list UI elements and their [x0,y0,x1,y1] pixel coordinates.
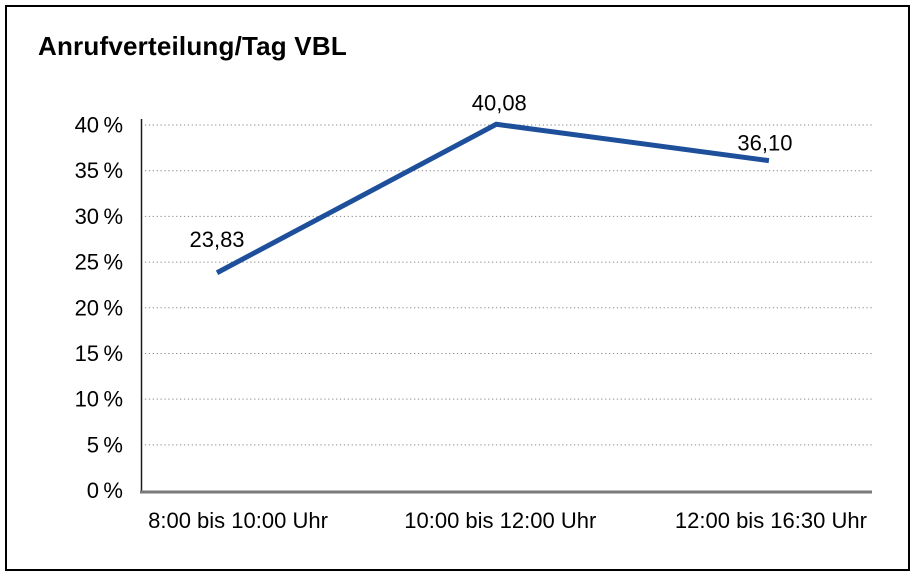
x-tick-label: 12:00 bis 16:30 Uhr [675,508,867,533]
y-tick-label: 25 % [75,250,123,275]
y-tick-label: 35 % [75,158,123,183]
data-point-label: 23,83 [189,227,244,252]
x-tick-label: 10:00 bis 12:00 Uhr [404,508,596,533]
data-point-label: 40,08 [472,90,527,115]
data-line [215,121,770,275]
y-tick-label: 15 % [75,341,123,366]
y-tick-label: 40 % [75,113,123,138]
y-tick-label: 0 % [87,478,123,503]
figure-frame [5,5,910,571]
y-tick-label: 20 % [75,295,123,320]
y-tick-label: 10 % [75,387,123,412]
y-tick-label: 30 % [75,204,123,229]
data-point-label: 36,10 [737,131,792,156]
x-tick-label: 8:00 bis 10:00 Uhr [148,508,328,533]
y-tick-label: 5 % [87,432,123,457]
chart-title: Anrufverteilung/Tag VBL [38,31,347,61]
